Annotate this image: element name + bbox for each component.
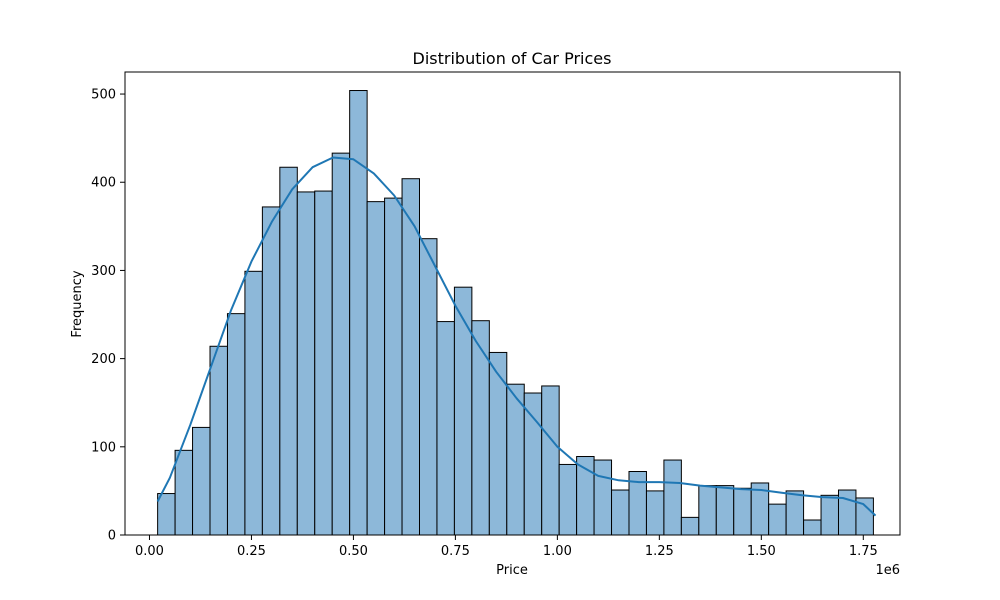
histogram-bar bbox=[174, 449, 194, 536]
histogram-bar bbox=[349, 90, 368, 536]
histogram-bar bbox=[261, 206, 281, 536]
x-tick-label: 1.00 bbox=[543, 544, 572, 559]
histogram-bar bbox=[279, 166, 298, 536]
histogram-bar bbox=[314, 190, 333, 536]
histogram-bar bbox=[680, 516, 700, 536]
histogram-bar bbox=[192, 426, 211, 536]
y-tick-label: 100 bbox=[91, 440, 116, 455]
histogram-bar bbox=[523, 392, 543, 536]
histogram-bar bbox=[436, 321, 455, 536]
histogram-bar bbox=[645, 490, 665, 536]
histogram-bar bbox=[296, 191, 316, 536]
x-tick-label: 1.75 bbox=[849, 544, 878, 559]
y-tick-label: 500 bbox=[91, 88, 116, 103]
histogram-bar bbox=[244, 270, 263, 536]
histogram-bar bbox=[209, 345, 228, 536]
x-tick-label: 1.50 bbox=[747, 544, 776, 559]
y-tick-label: 400 bbox=[91, 176, 116, 191]
histogram-bar bbox=[611, 489, 630, 536]
histogram-bar bbox=[384, 197, 403, 536]
histogram-bar bbox=[157, 493, 176, 536]
histogram-bar bbox=[226, 313, 246, 536]
histogram-bar bbox=[698, 485, 717, 536]
histogram-bar bbox=[366, 201, 386, 536]
histogram-bar bbox=[803, 519, 822, 536]
histogram-bar bbox=[558, 463, 578, 536]
y-tick-label: 300 bbox=[91, 264, 116, 279]
x-tick-label: 1.25 bbox=[645, 544, 674, 559]
y-tick-label: 200 bbox=[91, 352, 116, 367]
histogram-bar bbox=[593, 459, 613, 536]
histogram-bar bbox=[715, 485, 735, 536]
histogram-bar bbox=[506, 383, 525, 536]
x-tick-label: 0.75 bbox=[441, 544, 470, 559]
histogram-bar bbox=[768, 503, 787, 536]
histogram-bar bbox=[663, 459, 682, 536]
x-axis-ticks: 0.00 0.25 0.50 0.75 1.00 1.25 1.50 1.75 bbox=[135, 535, 878, 559]
histogram-bar bbox=[331, 152, 351, 536]
histogram-bar bbox=[785, 490, 805, 536]
histogram-bar bbox=[837, 489, 857, 536]
y-axis-label: Frequency bbox=[70, 270, 85, 337]
x-tick-label: 0.50 bbox=[339, 544, 368, 559]
x-tick-label: 0.00 bbox=[135, 544, 164, 559]
histogram-bar bbox=[488, 351, 508, 536]
y-axis-ticks: 0 100 200 300 400 500 bbox=[91, 88, 125, 544]
x-tick-label: 0.25 bbox=[237, 544, 266, 559]
histogram-bar bbox=[541, 385, 560, 536]
chart-title: Distribution of Car Prices bbox=[413, 49, 612, 68]
histogram-bar bbox=[453, 286, 473, 536]
histogram-bar bbox=[820, 494, 839, 536]
histogram-bar bbox=[419, 238, 438, 536]
y-tick-label: 0 bbox=[108, 529, 116, 544]
histogram-bar bbox=[733, 487, 752, 536]
plot-area-frame bbox=[124, 71, 901, 536]
histogram-bar bbox=[471, 320, 490, 536]
x-axis-offset-label: 1e6 bbox=[875, 563, 900, 578]
kde-layer bbox=[156, 156, 877, 517]
x-axis-label: Price bbox=[496, 563, 528, 578]
bars-layer bbox=[157, 90, 874, 536]
kde-line bbox=[156, 156, 877, 517]
